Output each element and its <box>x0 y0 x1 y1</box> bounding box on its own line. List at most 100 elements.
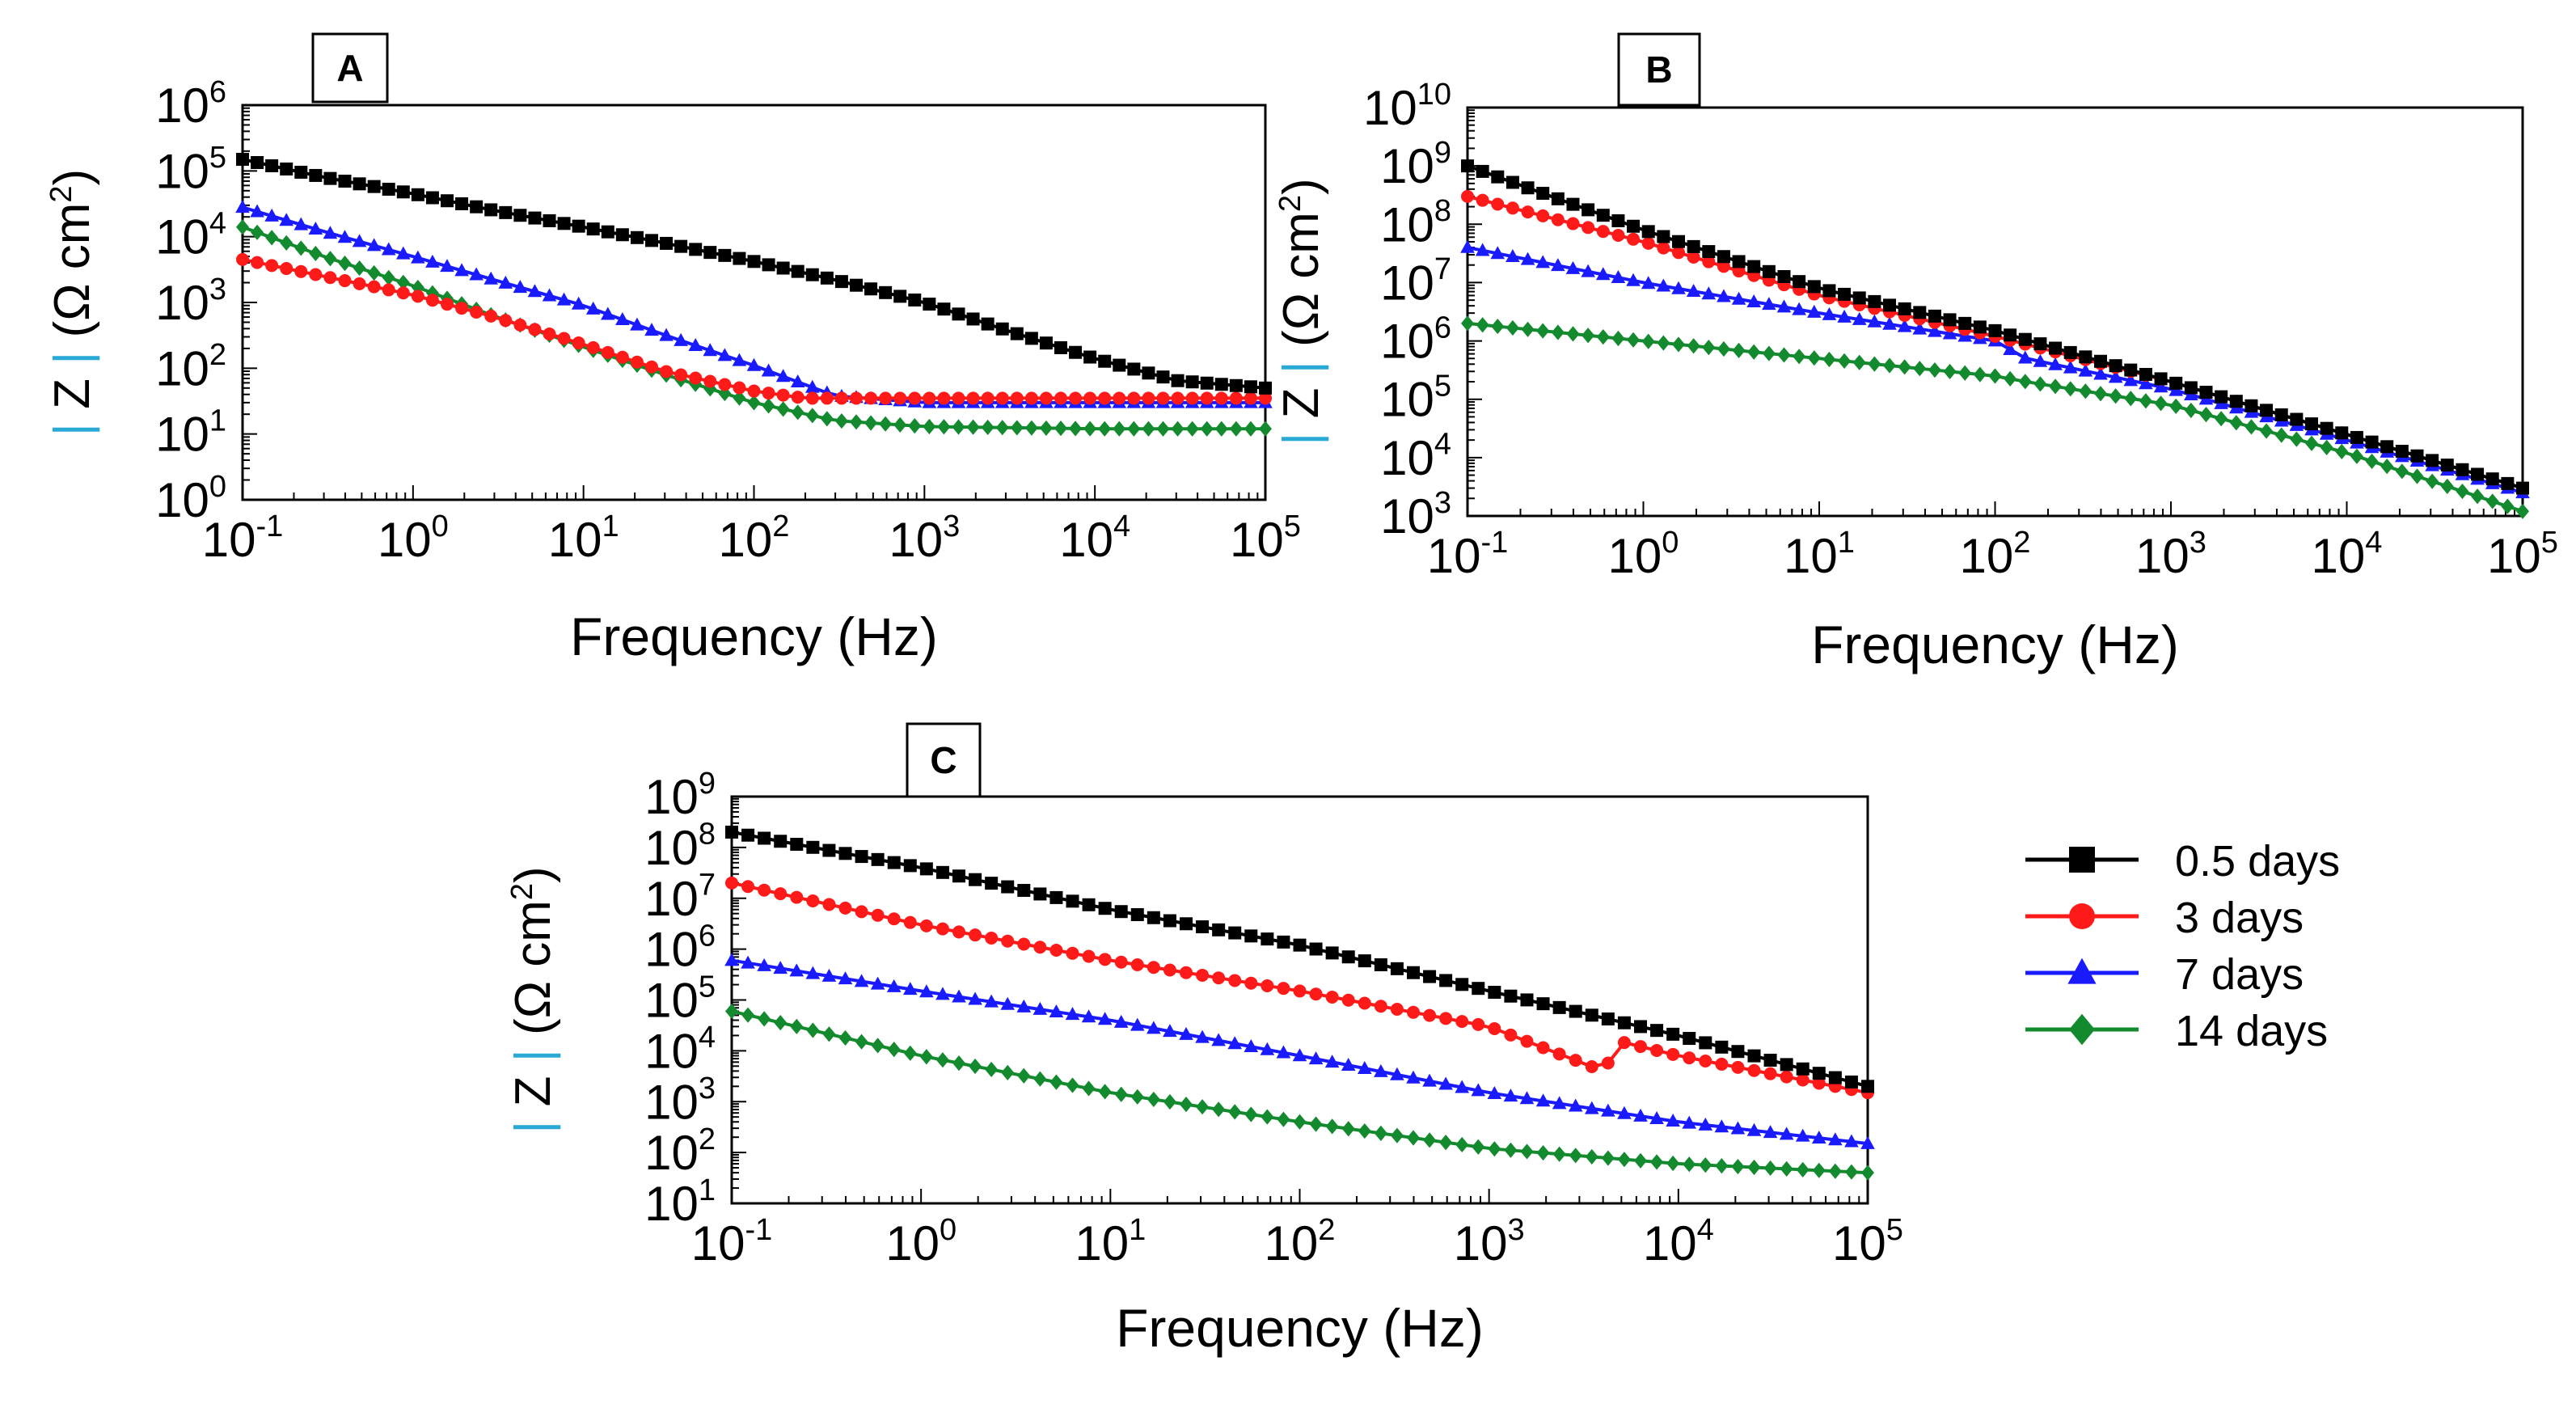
series-point <box>1763 1125 1778 1139</box>
series-point <box>919 862 933 876</box>
series-point <box>1682 1115 1697 1129</box>
series-point <box>762 258 775 272</box>
series-point <box>2320 421 2333 435</box>
series-point <box>887 912 901 926</box>
series-point <box>1001 1064 1015 1080</box>
series-point <box>1244 1106 1258 1122</box>
series-point <box>791 404 804 421</box>
series-point <box>1180 1097 1193 1113</box>
series-point <box>323 171 337 185</box>
series-point <box>280 262 293 276</box>
series-point <box>919 919 933 932</box>
series-point <box>1666 1155 1680 1172</box>
y-tick-label: 103 <box>155 273 226 330</box>
y-tick-label: 105 <box>1380 370 1451 427</box>
series-point <box>1488 1141 1501 1157</box>
series-point <box>1461 189 1474 203</box>
series-point <box>1156 370 1170 384</box>
series-point <box>1746 294 1762 307</box>
series-point <box>718 385 732 402</box>
y-tick-label: 101 <box>644 1173 716 1231</box>
series-point <box>1098 1084 1112 1100</box>
series-point <box>1082 949 1096 963</box>
series-point <box>499 314 513 328</box>
series-point <box>1309 987 1323 1001</box>
series-point <box>1715 1158 1729 1174</box>
series-point <box>2365 435 2379 449</box>
series-point <box>1024 391 1038 405</box>
series-point <box>2410 449 2424 463</box>
series-point <box>1596 225 1610 239</box>
series-point <box>935 1052 949 1068</box>
series-point <box>2184 402 2198 419</box>
series-point <box>952 925 965 939</box>
series-point <box>572 336 585 350</box>
series-point <box>1898 302 1911 315</box>
series-point <box>2199 386 2213 400</box>
series-point <box>1650 1024 1664 1038</box>
x-tick-label: 100 <box>885 1213 956 1270</box>
series-point <box>353 260 366 277</box>
series-point <box>1552 1047 1566 1061</box>
series-point <box>689 243 703 256</box>
series-point <box>995 391 1009 405</box>
series-point <box>1130 1017 1145 1031</box>
series-point <box>353 277 366 290</box>
series-point <box>1200 391 1214 405</box>
series-point <box>1852 291 1866 305</box>
series-point <box>2274 427 2288 443</box>
series-point <box>396 286 410 300</box>
series-point <box>937 302 951 316</box>
series-point <box>1698 1117 1713 1131</box>
series-point <box>294 240 308 256</box>
series-point <box>1033 887 1047 901</box>
series-point <box>1098 354 1112 368</box>
series-point <box>1374 1000 1387 1013</box>
series-point <box>1229 421 1243 437</box>
series-point <box>674 332 688 346</box>
series-point <box>2516 481 2529 495</box>
series-14-days <box>725 1003 1874 1181</box>
series-point <box>1747 1049 1761 1063</box>
series-point <box>1277 935 1290 949</box>
series-point <box>1010 391 1024 405</box>
series-point <box>1683 1156 1696 1173</box>
series-point <box>2215 411 2228 427</box>
series-point <box>1069 421 1083 437</box>
series-point <box>2018 332 2032 346</box>
series-point <box>1083 350 1097 364</box>
series-point <box>630 317 644 331</box>
x-tick-label: 102 <box>1960 526 2031 583</box>
series-point <box>2380 459 2394 475</box>
series-point <box>1796 1161 1810 1177</box>
series-point <box>1762 297 1776 311</box>
series-point <box>1634 1040 1647 1054</box>
series-point <box>1844 1134 1859 1148</box>
series-point <box>893 290 907 303</box>
x-tick-label: 101 <box>1784 526 1855 583</box>
y-tick-label: 100 <box>155 470 226 527</box>
series-point <box>1617 1152 1631 1168</box>
series-point <box>1039 420 1053 437</box>
series-point <box>1897 319 1912 332</box>
series-point <box>571 296 586 310</box>
series-point <box>1601 1103 1615 1117</box>
series-point <box>1520 1034 1534 1048</box>
series-point <box>1341 993 1355 1007</box>
series-point <box>2069 1013 2095 1046</box>
series-point <box>294 264 308 278</box>
series-point <box>838 847 852 860</box>
series-point <box>1476 193 1489 207</box>
series-point <box>2215 390 2228 404</box>
series-point <box>834 391 848 405</box>
series-point <box>1828 1132 1843 1146</box>
y-tick-label: 104 <box>1380 428 1451 485</box>
series-point <box>741 955 755 969</box>
series-point <box>1476 317 1489 333</box>
series-point <box>308 221 323 235</box>
x-tick-label: 105 <box>1230 509 1301 567</box>
series-point <box>1163 963 1176 977</box>
series-point <box>864 415 878 431</box>
panel-B: 10-1 100 101 102 103 104 105103104105106107108… <box>1273 32 2558 674</box>
series-point <box>1883 298 1896 312</box>
